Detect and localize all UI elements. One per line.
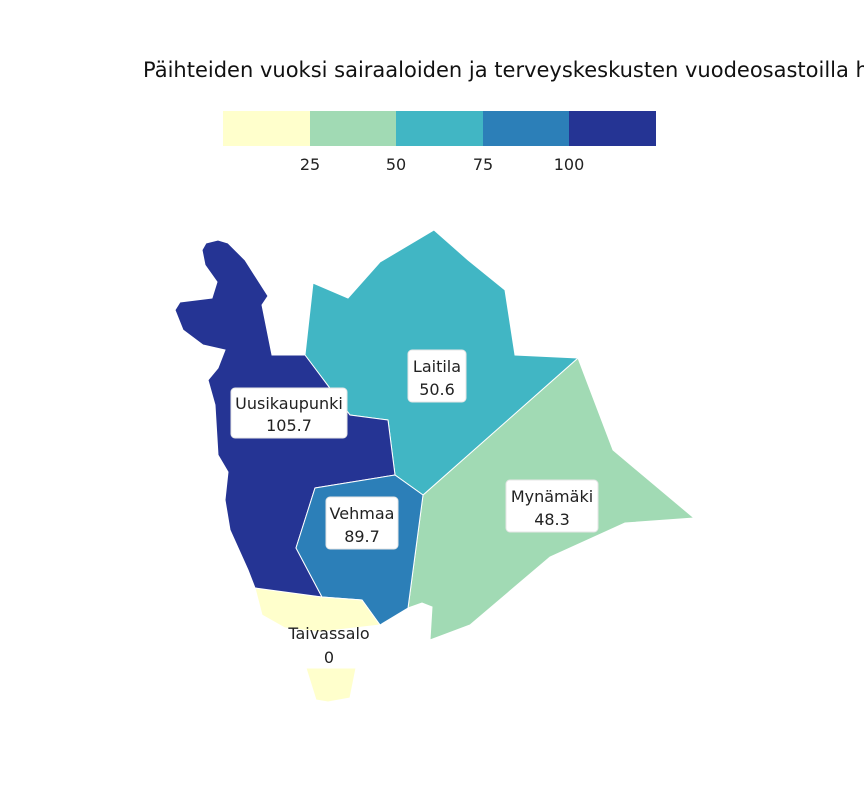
legend: 25 50 75 100 [223, 111, 656, 174]
label-vehmaa: Vehmaa 89.7 [325, 496, 399, 550]
label-uusikaupunki-name: Uusikaupunki [235, 394, 343, 413]
region-taivassalo-mainland[interactable] [254, 587, 381, 633]
label-taivassalo-value: 0 [324, 648, 334, 667]
label-mynamaki-name: Mynämäki [511, 487, 593, 506]
legend-tick-25: 25 [300, 155, 320, 174]
label-vehmaa-name: Vehmaa [330, 504, 395, 523]
regions [174, 229, 696, 703]
legend-tick-100: 100 [554, 155, 585, 174]
label-laitila-name: Laitila [413, 357, 461, 376]
label-mynamaki-value: 48.3 [534, 510, 570, 529]
map-title: Päihteiden vuoksi sairaaloiden ja tervey… [143, 58, 864, 82]
label-taivassalo: Taivassalo 0 [287, 624, 369, 667]
legend-swatch-2 [310, 111, 397, 146]
legend-swatch-3 [396, 111, 483, 146]
label-uusikaupunki: Uusikaupunki 105.7 [230, 387, 348, 439]
region-labels: Uusikaupunki 105.7 Laitila 50.6 Mynämäki… [230, 349, 599, 667]
label-mynamaki: Mynämäki 48.3 [505, 479, 599, 533]
label-taivassalo-name: Taivassalo [287, 624, 369, 643]
label-uusikaupunki-value: 105.7 [266, 416, 312, 435]
label-laitila-value: 50.6 [419, 380, 455, 399]
label-laitila: Laitila 50.6 [407, 349, 467, 403]
legend-swatch-1 [223, 111, 310, 146]
legend-tick-50: 50 [386, 155, 406, 174]
label-vehmaa-value: 89.7 [344, 527, 380, 546]
region-taivassalo-island[interactable] [305, 667, 357, 703]
legend-swatch-4 [483, 111, 570, 146]
legend-swatch-5 [569, 111, 656, 146]
legend-tick-75: 75 [473, 155, 493, 174]
